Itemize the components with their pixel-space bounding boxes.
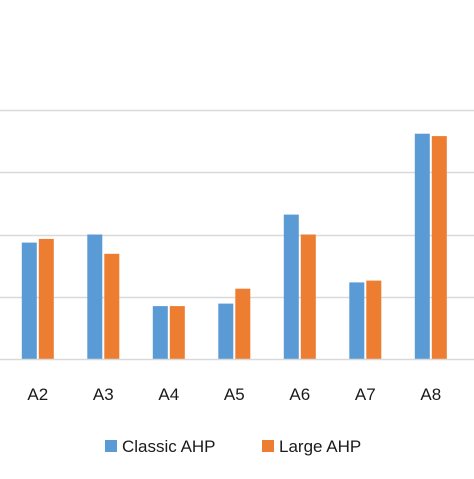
- x-tick-label: A4: [158, 385, 179, 404]
- bar-classic-ahp-a3: [87, 235, 102, 360]
- bar-classic-ahp-a8: [415, 134, 430, 359]
- bar-large-ahp-a8: [432, 136, 447, 359]
- x-tick-label: A5: [224, 385, 245, 404]
- gridlines: [0, 111, 474, 298]
- bar-classic-ahp-a7: [349, 282, 364, 359]
- x-tick-label: A2: [27, 385, 48, 404]
- bar-classic-ahp-a4: [153, 306, 168, 359]
- bar-large-ahp-a7: [366, 281, 381, 359]
- bar-large-ahp-a3: [104, 254, 119, 359]
- bars: [22, 134, 447, 359]
- x-tick-label: A7: [355, 385, 376, 404]
- legend-label-large-ahp: Large AHP: [279, 437, 361, 456]
- x-tick-label: A6: [289, 385, 310, 404]
- legend-swatch-classic-ahp: [105, 440, 117, 452]
- bar-large-ahp-a4: [170, 306, 185, 359]
- x-tick-labels: A2 A3 A4 A5 A6 A7 A8: [27, 385, 441, 404]
- bar-classic-ahp-a6: [284, 215, 299, 359]
- bar-classic-ahp-a5: [218, 304, 233, 359]
- x-tick-label: A8: [420, 385, 441, 404]
- legend-label-classic-ahp: Classic AHP: [122, 437, 216, 456]
- bar-large-ahp-a6: [301, 235, 316, 360]
- bar-large-ahp-a5: [235, 289, 250, 359]
- legend: Classic AHP Large AHP: [105, 437, 361, 456]
- bar-large-ahp-a2: [39, 239, 54, 359]
- x-tick-label: A3: [93, 385, 114, 404]
- bar-classic-ahp-a2: [22, 243, 37, 359]
- legend-swatch-large-ahp: [262, 440, 274, 452]
